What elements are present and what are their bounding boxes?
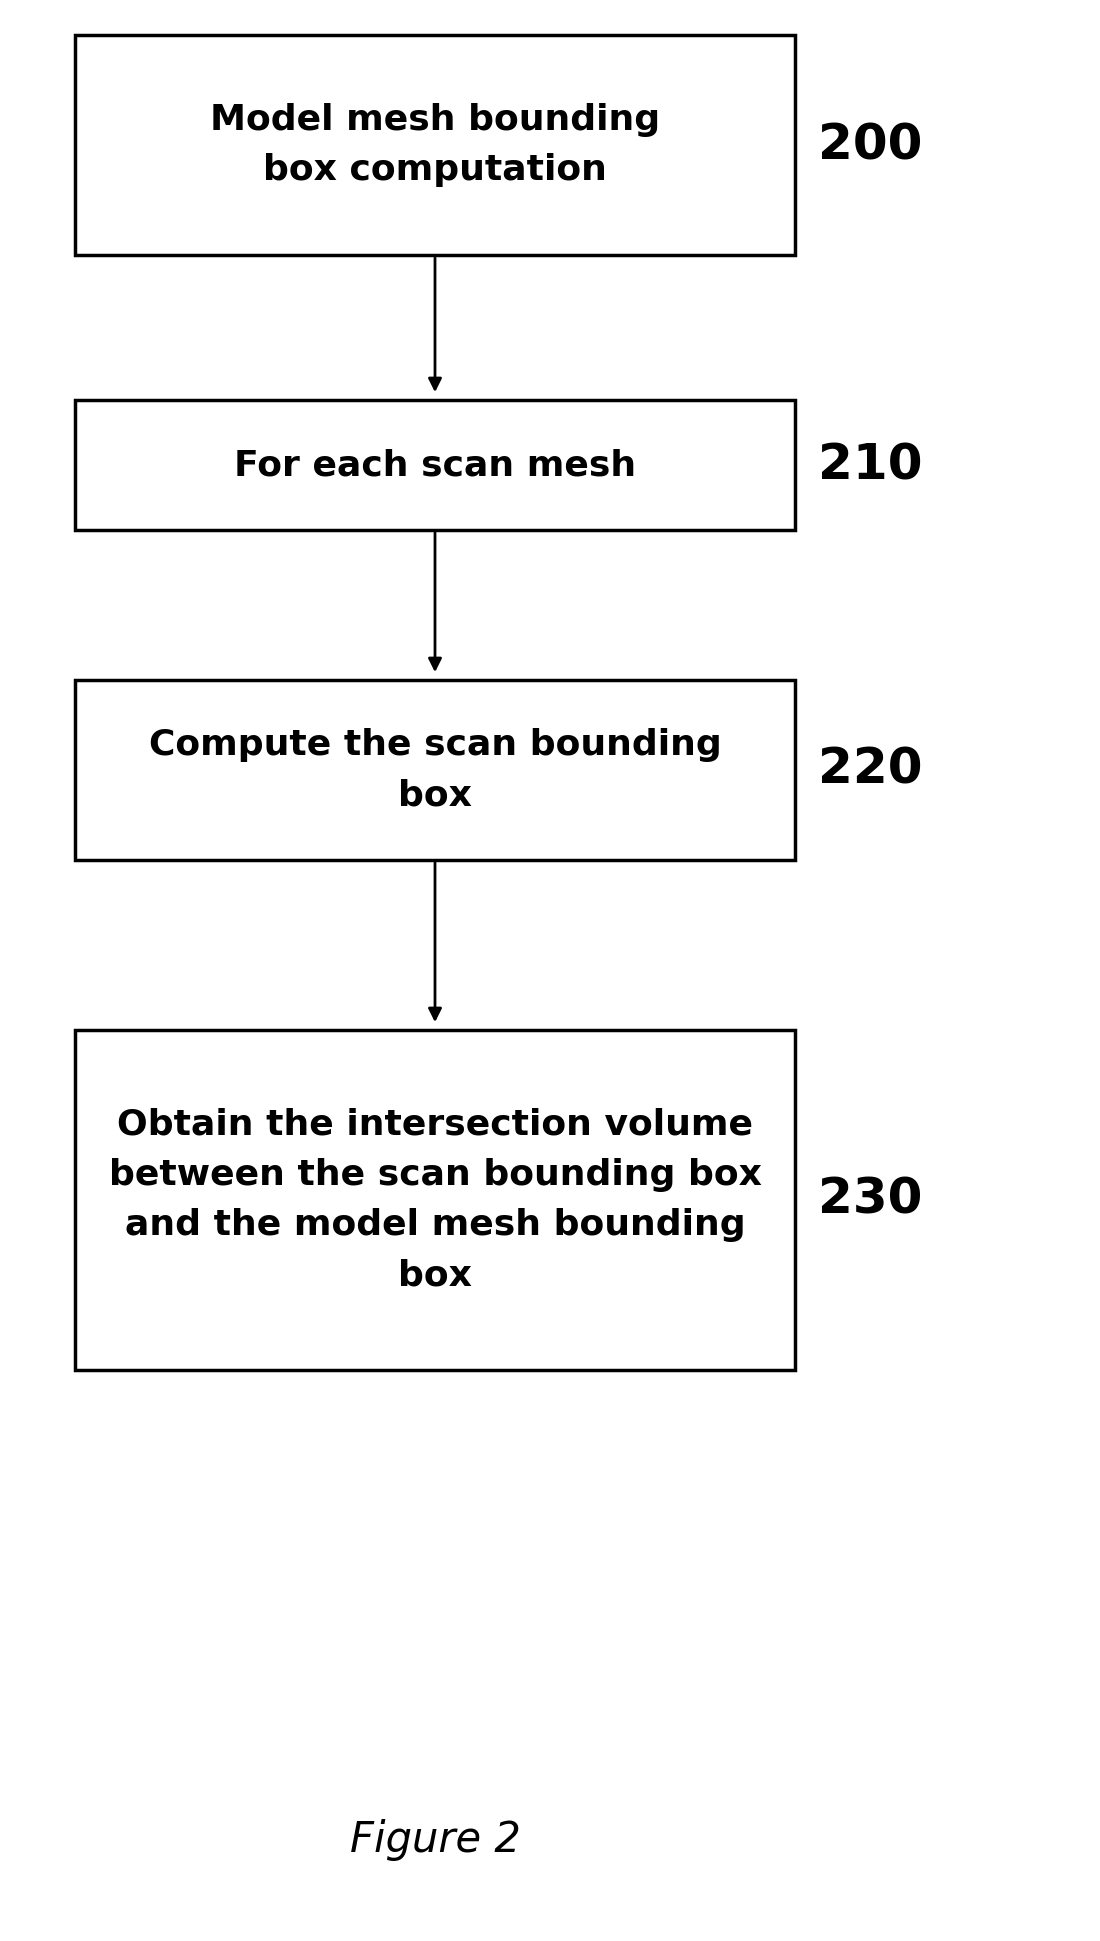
Bar bbox=[75, 679, 795, 860]
Text: 200: 200 bbox=[817, 120, 922, 169]
Text: Model mesh bounding
box computation: Model mesh bounding box computation bbox=[210, 103, 660, 186]
Text: 210: 210 bbox=[817, 441, 922, 489]
Bar bbox=[75, 1031, 795, 1370]
Bar bbox=[75, 400, 795, 530]
Text: Obtain the intersection volume
between the scan bounding box
and the model mesh : Obtain the intersection volume between t… bbox=[109, 1108, 761, 1293]
Text: For each scan mesh: For each scan mesh bbox=[234, 448, 636, 481]
Text: Compute the scan bounding
box: Compute the scan bounding box bbox=[148, 728, 722, 811]
Text: 220: 220 bbox=[817, 745, 922, 794]
Bar bbox=[75, 35, 795, 254]
Text: 230: 230 bbox=[817, 1176, 922, 1225]
Text: Figure 2: Figure 2 bbox=[350, 1819, 520, 1861]
